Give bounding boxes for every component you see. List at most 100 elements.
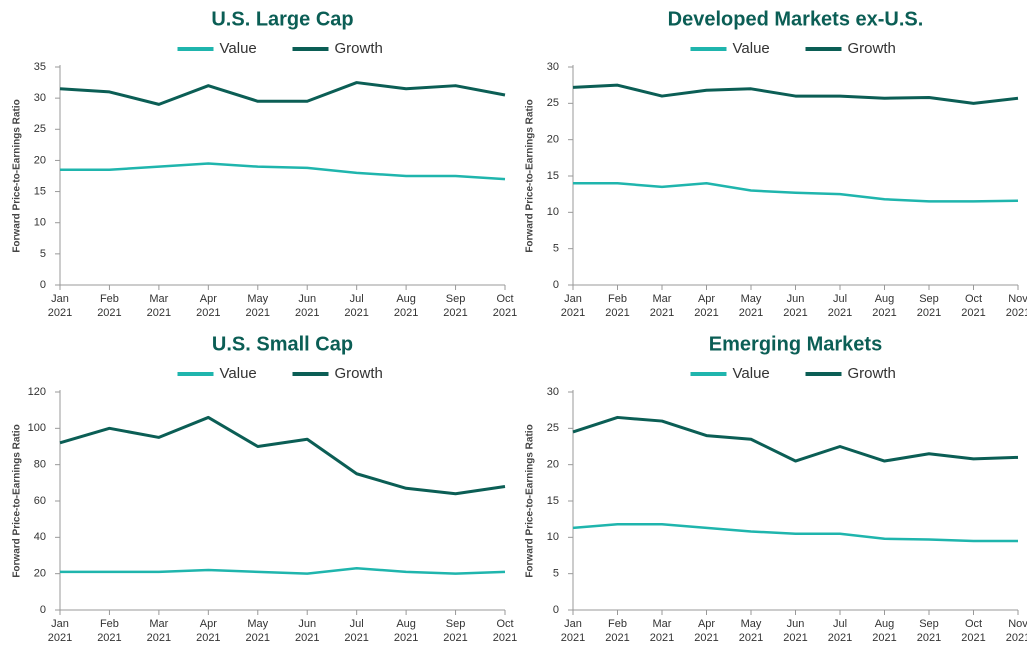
y-tick-label: 15 xyxy=(547,495,559,507)
y-axis-label: Forward Price-to-Earnings Ratio xyxy=(12,424,23,577)
chart-panel: U.S. Large Cap Value Growth Forward Price-t… xyxy=(0,0,518,324)
y-tick-label: 30 xyxy=(34,92,46,104)
x-tick-label: Aug 2021 xyxy=(872,618,897,644)
y-tick-label: 25 xyxy=(34,123,46,135)
y-tick-label: 15 xyxy=(547,170,559,182)
series-line xyxy=(572,523,1018,543)
y-tick-label: 10 xyxy=(547,206,559,218)
y-tick-label: 35 xyxy=(34,61,46,73)
x-tick-label: Mar 2021 xyxy=(649,618,675,644)
series-line xyxy=(59,81,506,106)
y-tick-label: 5 xyxy=(553,243,559,255)
x-tick-label: Sep 2021 xyxy=(443,618,468,644)
x-tick-label: Oct 2021 xyxy=(492,618,518,644)
x-tick-label: Jul 2021 xyxy=(827,293,853,319)
legend-label: Value xyxy=(733,365,770,382)
x-tick-label: Aug 2021 xyxy=(393,293,419,319)
series-line xyxy=(572,415,1019,463)
series-line xyxy=(573,182,1019,203)
y-axis-label: Forward Price-to-Earnings Ratio xyxy=(525,99,536,252)
x-tick-label: Nov 2021 xyxy=(1005,618,1027,644)
y-tick-label: 30 xyxy=(547,386,559,398)
legend-label: Value xyxy=(220,40,257,57)
chart: Emerging Markets Value Growth Forward Price… xyxy=(525,333,1019,616)
y-tick-label: 20 xyxy=(34,154,46,166)
x-tick-label: Jun 2021 xyxy=(783,293,808,319)
y-axis-label: Forward Price-to-Earnings Ratio xyxy=(12,99,23,252)
y-tick-label: 20 xyxy=(547,134,559,146)
y-tick-label: 0 xyxy=(553,604,559,616)
x-tick-label: Sep 2021 xyxy=(916,618,942,644)
series-line xyxy=(60,162,506,181)
x-tick-label: May 2021 xyxy=(738,618,764,644)
y-tick-label: 0 xyxy=(40,279,46,291)
x-tick-label: Jan 2021 xyxy=(560,293,586,319)
legend-label: Growth xyxy=(848,365,896,382)
y-tick-label: 0 xyxy=(40,604,46,616)
x-tick-label: Mar 2021 xyxy=(649,293,675,319)
x-tick-label: Jan 2021 xyxy=(47,293,73,319)
x-tick-label: Oct 2021 xyxy=(961,618,986,644)
y-tick-label: 80 xyxy=(34,459,46,471)
x-tick-label: Jan 2021 xyxy=(560,618,586,644)
chart-title: U.S. Large Cap xyxy=(211,8,353,30)
chart-panel: Emerging Markets Value Growth Forward Price… xyxy=(513,325,1027,649)
x-tick-label: Jun 2021 xyxy=(783,618,808,644)
x-tick-label: Feb 2021 xyxy=(605,293,630,319)
x-tick-label: Apr 2021 xyxy=(694,618,719,644)
x-tick-label: May 2021 xyxy=(245,618,270,644)
x-tick-label: Apr 2021 xyxy=(196,618,221,644)
y-tick-label: 20 xyxy=(547,459,559,471)
y-tick-label: 100 xyxy=(28,422,46,434)
legend-label: Growth xyxy=(335,365,383,382)
y-tick-label: 5 xyxy=(553,568,559,580)
series-line xyxy=(60,566,506,575)
x-tick-label: Jul 2021 xyxy=(344,293,369,319)
x-tick-label: May 2021 xyxy=(245,293,270,319)
x-tick-label: Feb 2021 xyxy=(97,293,122,319)
x-tick-label: Jan 2021 xyxy=(47,618,73,644)
legend-label: Growth xyxy=(335,40,383,57)
chart-title: U.S. Small Cap xyxy=(212,333,353,355)
x-tick-label: Sep 2021 xyxy=(443,293,468,319)
y-tick-label: 120 xyxy=(28,386,46,398)
y-tick-label: 20 xyxy=(34,568,46,580)
x-tick-label: Jul 2021 xyxy=(827,618,853,644)
x-tick-label: Apr 2021 xyxy=(694,293,719,319)
y-tick-label: 30 xyxy=(547,61,559,73)
x-tick-label: Feb 2021 xyxy=(97,618,122,644)
x-tick-label: Oct 2021 xyxy=(961,293,986,319)
y-tick-label: 40 xyxy=(34,531,46,543)
y-tick-label: 25 xyxy=(547,422,559,434)
x-tick-label: Jul 2021 xyxy=(344,618,369,644)
x-tick-label: Sep 2021 xyxy=(916,293,942,319)
series-line xyxy=(572,83,1019,105)
y-tick-label: 15 xyxy=(34,185,46,197)
series-line xyxy=(59,415,506,496)
x-tick-label: Aug 2021 xyxy=(872,293,897,319)
legend-label: Growth xyxy=(848,40,896,57)
x-tick-label: Jun 2021 xyxy=(294,618,320,644)
y-tick-label: 0 xyxy=(553,279,559,291)
y-tick-label: 25 xyxy=(547,97,559,109)
y-tick-label: 5 xyxy=(40,248,46,260)
x-tick-label: Oct 2021 xyxy=(492,293,518,319)
chart: Developed Markets ex-U.S. Value Growth Forw… xyxy=(525,8,1019,291)
legend-label: Value xyxy=(733,40,770,57)
x-tick-label: Aug 2021 xyxy=(393,618,419,644)
x-tick-label: Feb 2021 xyxy=(605,618,630,644)
x-tick-label: May 2021 xyxy=(738,293,764,319)
x-tick-label: Apr 2021 xyxy=(196,293,221,319)
chart-panel: U.S. Small Cap Value Growth Forward Price-t… xyxy=(0,325,518,649)
y-tick-label: 60 xyxy=(34,495,46,507)
y-tick-label: 10 xyxy=(547,531,559,543)
y-axis-label: Forward Price-to-Earnings Ratio xyxy=(525,424,536,577)
chart-title: Developed Markets ex-U.S. xyxy=(668,8,924,30)
x-tick-label: Nov 2021 xyxy=(1005,293,1027,319)
legend-label: Value xyxy=(220,365,257,382)
chart-title: Emerging Markets xyxy=(709,333,882,355)
x-tick-label: Jun 2021 xyxy=(294,293,320,319)
y-tick-label: 10 xyxy=(34,217,46,229)
chart: U.S. Large Cap Value Growth Forward Price-t… xyxy=(12,8,506,291)
